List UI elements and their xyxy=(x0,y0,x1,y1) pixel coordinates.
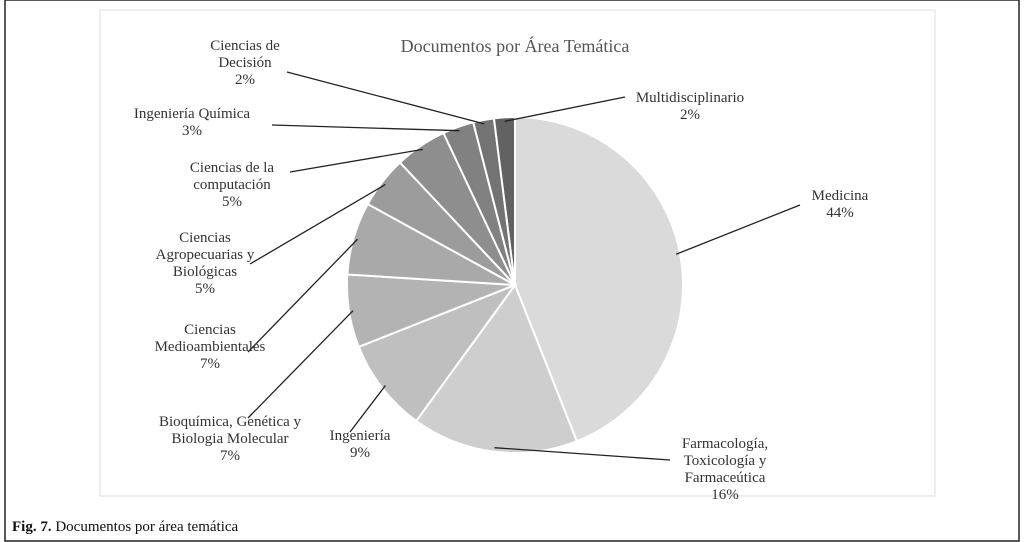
slice-label: Bioquímica, Genética y Biologia Molecula… xyxy=(150,414,310,465)
category-name: Ingeniería Química xyxy=(133,106,251,122)
value-label: 3% xyxy=(182,123,202,139)
category-name: Ciencias Medioambientales xyxy=(154,322,266,355)
value-label: 9% xyxy=(350,445,370,461)
slice-label: Ciencias de la computación 5% xyxy=(167,160,297,211)
value-label: 5% xyxy=(222,194,242,210)
pie-slice xyxy=(492,115,516,286)
slice-label: Ciencias Medioambientales 7% xyxy=(135,322,285,373)
leader-line xyxy=(494,447,671,461)
slice-label: Farmacología, Toxicología y Farmaceútica… xyxy=(650,436,800,504)
category-name: Ciencias de Decisión xyxy=(210,38,280,71)
slice-label: Ciencias de Decisión 2% xyxy=(185,38,305,89)
value-label: 5% xyxy=(195,281,215,297)
leader-line xyxy=(247,238,358,353)
leader-line xyxy=(271,124,460,132)
pie-slice xyxy=(514,115,684,443)
leader-line xyxy=(349,385,386,433)
caption-text: Documentos por área temática xyxy=(55,519,239,535)
category-name: Ingeniería xyxy=(329,428,391,444)
caption-label: Fig. 7. xyxy=(12,519,52,535)
leader-line xyxy=(504,96,626,122)
caption: Fig. 7. Documentos por área temática xyxy=(12,519,238,536)
value-label: 2% xyxy=(680,107,700,123)
category-name: Ciencias Agropecuarias y Biológicas xyxy=(155,230,255,280)
slice-label: Ingeniería Química 3% xyxy=(112,106,272,140)
value-label: 7% xyxy=(220,448,240,464)
value-label: 7% xyxy=(200,356,220,372)
leader-line xyxy=(289,148,423,173)
category-name: Farmacología, Toxicología y Farmaceútica xyxy=(681,436,769,486)
figure-frame xyxy=(4,0,1020,542)
category-name: Ciencias de la computación xyxy=(189,160,275,193)
value-label: 44% xyxy=(826,205,854,221)
value-label: 16% xyxy=(711,487,739,503)
chart-frame xyxy=(99,9,936,497)
leader-line xyxy=(249,183,386,265)
pie-slice xyxy=(414,282,579,454)
slice-label: Ciencias Agropecuarias y Biológicas 5% xyxy=(135,230,275,298)
leader-line xyxy=(247,310,354,419)
slice-label: Ingeniería 9% xyxy=(305,428,415,462)
chart-title: Documentos por Área Temática xyxy=(400,36,630,56)
category-name: Medicina xyxy=(811,188,869,204)
slice-label: Multidisciplinario 2% xyxy=(610,90,770,124)
leader-line xyxy=(675,204,801,255)
value-label: 2% xyxy=(235,72,255,88)
category-name: Bioquímica, Genética y Biologia Molecula… xyxy=(158,414,302,447)
slice-label: Medicina 44% xyxy=(785,188,895,222)
category-name: Multidisciplinario xyxy=(635,90,745,106)
leader-line xyxy=(286,71,485,125)
pie-slice xyxy=(357,282,518,423)
